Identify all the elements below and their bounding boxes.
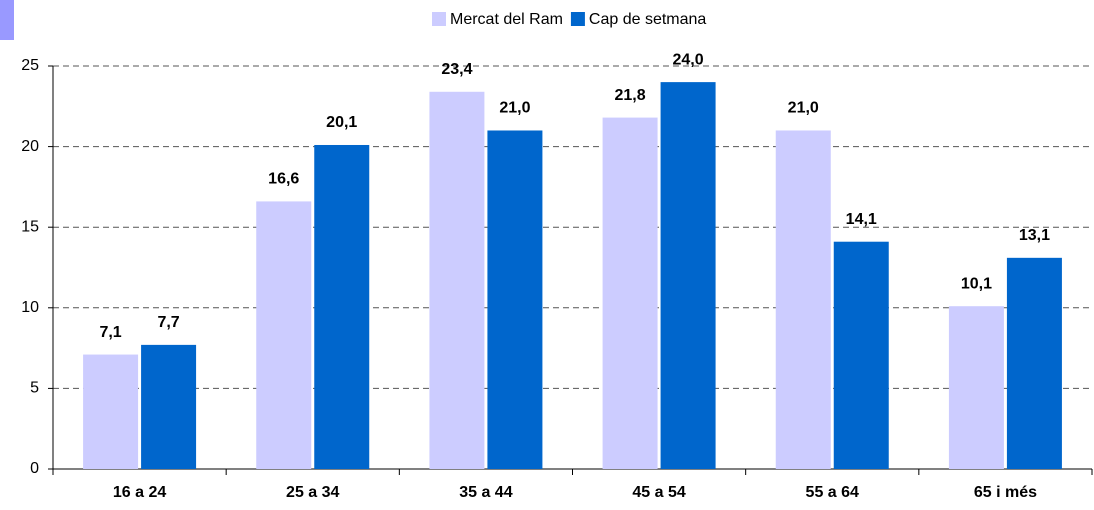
y-tick-label: 10 [21,299,39,316]
bar [141,344,197,469]
value-label: 7,1 [99,324,121,341]
bar [314,144,370,469]
value-label: 13,1 [1019,227,1050,244]
bar [833,241,889,469]
value-label: 21,0 [499,100,530,117]
legend-label: Cap de setmana [589,11,707,28]
x-tick-label: 65 i més [974,484,1037,501]
x-tick-label: 55 a 64 [806,484,859,501]
y-tick-label: 25 [21,57,39,74]
bar [256,201,312,469]
value-label: 7,7 [157,314,179,331]
x-tick-label: 25 a 34 [286,484,339,501]
legend-swatch [570,12,585,26]
bar [948,306,1004,469]
legend-label: Mercat del Ram [450,11,563,28]
bar [775,130,831,470]
corner-decoration [0,0,14,40]
bar [487,130,543,470]
x-tick-label: 45 a 54 [632,484,685,501]
bar [83,354,139,469]
value-label: 16,6 [268,171,299,188]
x-tick-label: 35 a 44 [459,484,512,501]
bar [602,117,658,470]
y-tick-label: 5 [30,380,39,397]
value-label: 21,8 [615,87,646,104]
y-tick-label: 0 [30,460,39,477]
y-tick-label: 15 [21,218,39,235]
bar [660,82,716,470]
legend-swatch [432,12,446,26]
value-label: 21,0 [788,100,819,117]
bar [1006,257,1062,469]
value-label: 24,0 [673,51,704,68]
value-label: 10,1 [961,275,992,292]
x-tick-label: 16 a 24 [113,484,166,501]
value-label: 14,1 [846,211,877,228]
value-label: 23,4 [441,61,472,78]
value-label: 20,1 [326,114,357,131]
y-tick-label: 20 [21,138,39,155]
bar [429,91,485,470]
